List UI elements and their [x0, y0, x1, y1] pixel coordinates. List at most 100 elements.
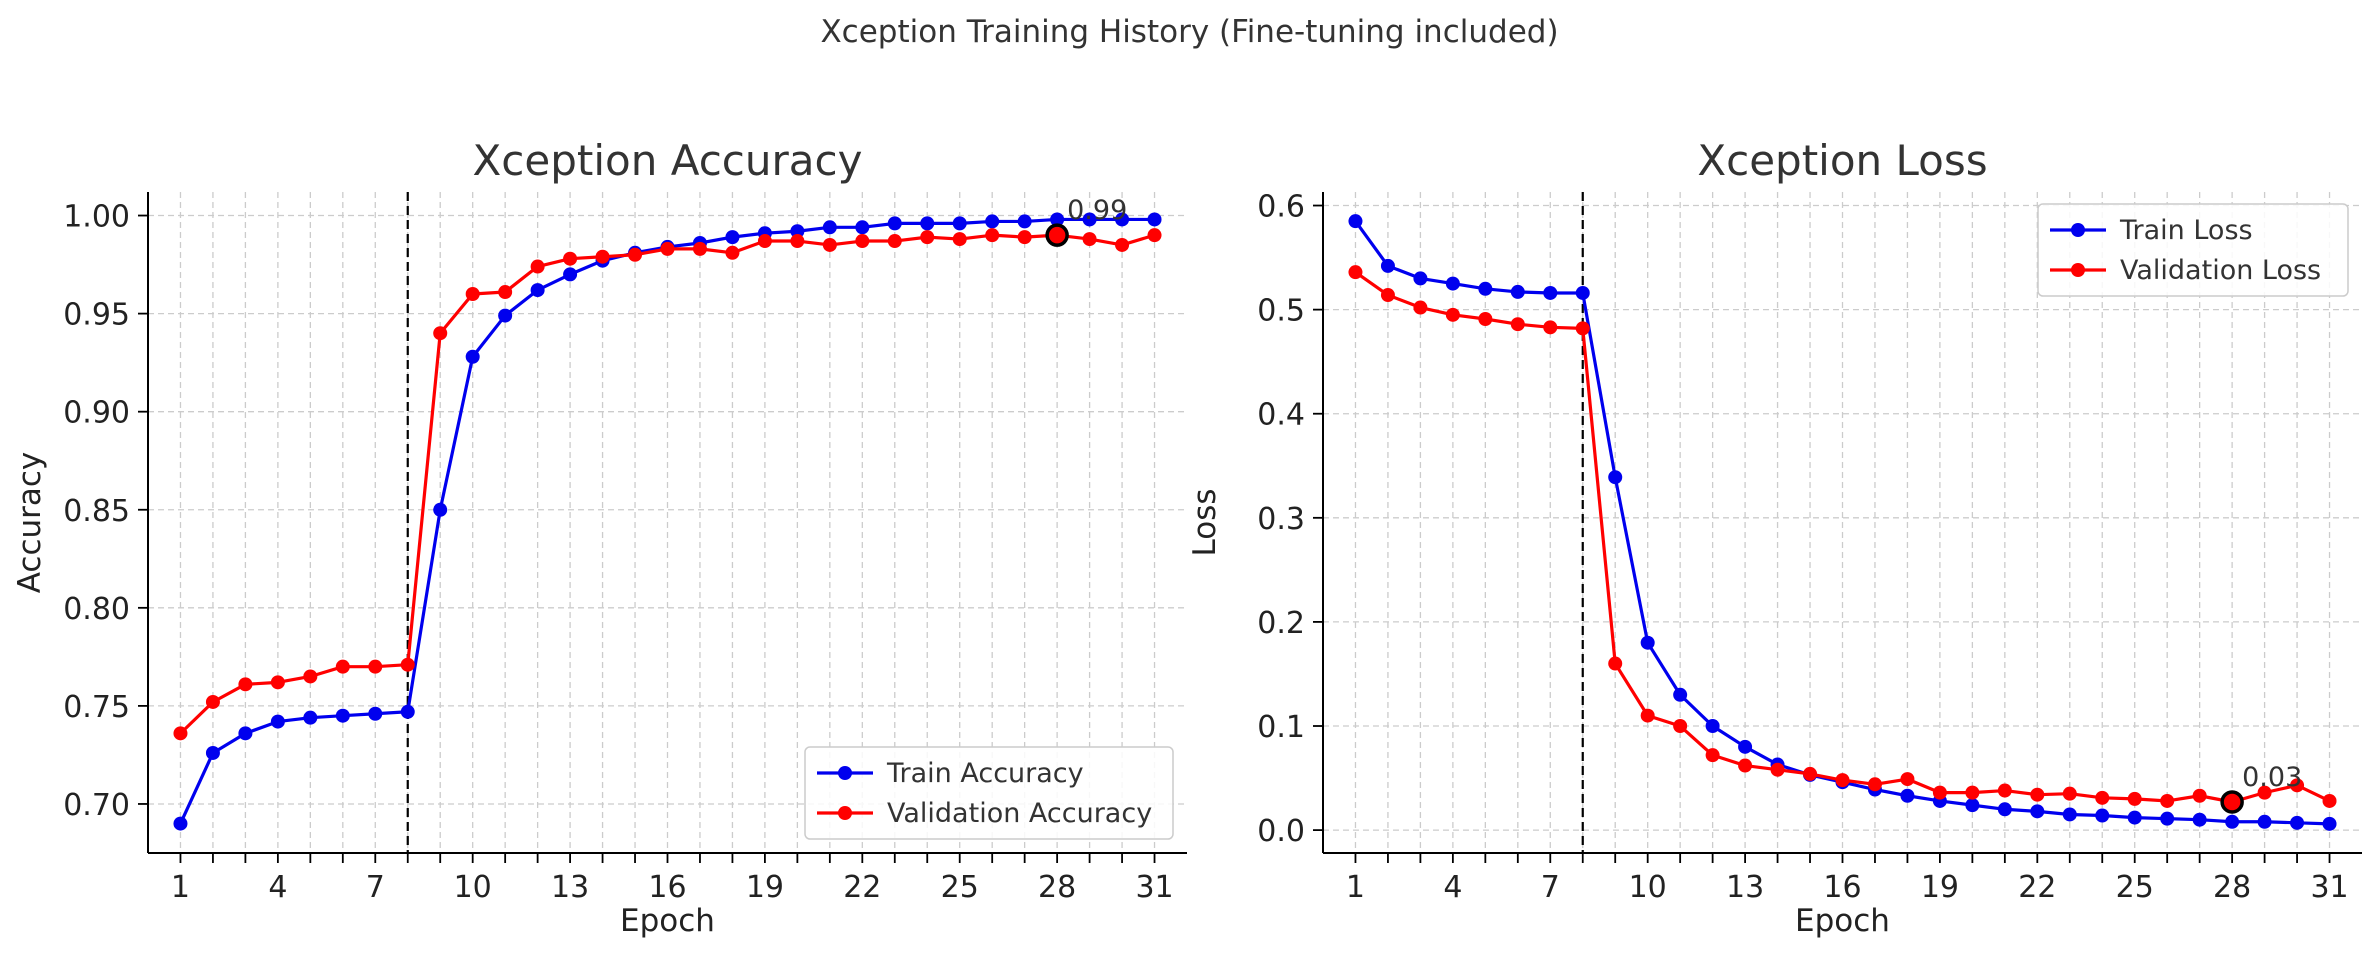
chart2-series-1-point — [1738, 739, 1753, 754]
chart2-series-2-point — [1932, 785, 1947, 800]
chart1-series-2-point — [822, 237, 837, 252]
chart1-series-2-point — [855, 234, 870, 249]
chart2-series-1-point — [1445, 276, 1460, 291]
chart2-y-tick-label: 0.2 — [1257, 606, 1305, 641]
chart1-series-2-point — [660, 241, 675, 256]
chart1-series-2-point — [498, 285, 513, 300]
chart2-series-1-point — [1380, 258, 1395, 273]
chart2-title: Xception Loss — [1697, 136, 1987, 185]
chart2-series-2-point — [1510, 317, 1525, 332]
chart1-series-1-point — [303, 710, 318, 725]
chart1-series-2-point — [563, 251, 578, 266]
chart1-legend: Train Accuracy Validation Accuracy — [804, 746, 1174, 840]
chart1-x-tick-label: 31 — [1135, 870, 1173, 905]
chart2-series-2-point — [1413, 300, 1428, 315]
chart2-x-tick-label: 13 — [1726, 870, 1764, 905]
chart2-highlight-label: 0.03 — [2242, 762, 2302, 793]
chart2-x-tick-label: 22 — [2018, 870, 2056, 905]
chart1-highlight-point — [1045, 223, 1069, 247]
chart2-series-1-point — [2127, 810, 2142, 825]
chart1-series-1-point — [335, 708, 350, 723]
chart1-series-1-point — [563, 267, 578, 282]
chart1-title: Xception Accuracy — [473, 136, 863, 185]
chart2-series-1-point — [1673, 687, 1688, 702]
chart2-series-2-point — [2257, 785, 2272, 800]
chart1-y-tick-label: 0.85 — [63, 494, 130, 529]
chart2-x-tick-label: 16 — [1823, 870, 1861, 905]
chart2-series-2-point — [2062, 786, 2077, 801]
chart1-x-tick-label: 16 — [648, 870, 686, 905]
chart2-x-tick-label: 10 — [1629, 870, 1667, 905]
chart1-series-2-point — [205, 694, 220, 709]
chart1-series-2-point — [1017, 230, 1032, 245]
chart2-series-1-point — [1640, 635, 1655, 650]
chart1-y-tick-label: 1.00 — [63, 200, 130, 235]
chart1-series-2-point — [1115, 237, 1130, 252]
chart1-series-1-point — [173, 816, 188, 831]
chart1-series-2-point — [303, 669, 318, 684]
chart1-series-1-point — [368, 706, 383, 721]
chart1-series-2-point — [725, 245, 740, 260]
chart2-series-2-point — [1997, 783, 2012, 798]
chart2-x-tick-label: 28 — [2213, 870, 2251, 905]
chart2-series-1-point — [1348, 214, 1363, 229]
chart2-series-1-point — [1997, 802, 2012, 817]
chart1-series-2-point — [238, 677, 253, 692]
chart1-series-2-point — [368, 659, 383, 674]
chart1-series-2-point — [952, 232, 967, 247]
chart1-y-tick-label: 0.75 — [63, 690, 130, 725]
chart1-y-tick-label: 0.95 — [63, 298, 130, 333]
chart2-series-1-point — [1965, 798, 1980, 813]
chart2-series-2-point — [2290, 778, 2305, 793]
chart2-x-tick-label: 25 — [2116, 870, 2154, 905]
chart2-series-2-point — [1380, 288, 1395, 303]
chart2-series-1-point — [2160, 811, 2175, 826]
chart2-series-2-point — [2192, 788, 2207, 803]
chart1-series-2-point — [757, 234, 772, 249]
chart1-x-tick-label: 13 — [551, 870, 589, 905]
chart1-series-1-point — [530, 283, 545, 298]
chart1-series-2-point — [465, 286, 480, 301]
chart2-series-1-point — [2257, 814, 2272, 829]
chart1-legend-swatch-point — [838, 806, 852, 820]
chart1-series-2-point — [628, 247, 643, 262]
chart2-series-2-point — [1445, 307, 1460, 322]
chart2-series-2-point — [1770, 762, 1785, 777]
chart2-legend-box — [2037, 203, 2349, 297]
chart1-panel: 1 4 7 10 13 16 19 22 25 28 31 0.70 0.75 0.80 0.85 0.90 0… — [12, 136, 1187, 939]
chart2-x-tick-label: 7 — [1541, 870, 1560, 905]
chart1-series-2-point — [887, 234, 902, 249]
chart2-panel: 1 4 7 10 13 16 19 22 25 28 31 0.0 0.1 0.2 0.3 0.4 0.5 0.6… — [1187, 136, 2362, 939]
chart1-series-2-point — [920, 230, 935, 245]
chart2-series-2-point — [1478, 311, 1493, 326]
chart2-series-1-point — [1543, 285, 1558, 300]
chart1-series-1-point — [205, 745, 220, 760]
chart2-y-tick-label: 0.4 — [1257, 398, 1305, 433]
chart1-series-1-point — [920, 216, 935, 231]
chart2-series-2-point — [1965, 785, 1980, 800]
chart2-legend-label: Validation Loss — [2120, 255, 2321, 286]
chart1-series-1-point — [855, 220, 870, 235]
chart1-series-1-point — [822, 220, 837, 235]
chart1-legend-label: Validation Accuracy — [887, 798, 1152, 829]
chart2-y-tick-label: 0.6 — [1257, 190, 1305, 225]
chart1-series-1-point — [238, 726, 253, 741]
chart2-highlight-point — [2220, 790, 2244, 814]
chart2-series-2-point — [2127, 791, 2142, 806]
chart1-x-tick-label: 10 — [454, 870, 492, 905]
chart2-series-2-point — [2160, 793, 2175, 808]
chart2-series-2-point — [1835, 773, 1850, 788]
chart1-x-tick-label: 4 — [268, 870, 287, 905]
chart2-series-1-point — [2192, 812, 2207, 827]
chart2-series-1-point — [1510, 284, 1525, 299]
chart1-x-tick-label: 28 — [1038, 870, 1076, 905]
chart2-series-2-point — [2030, 787, 2045, 802]
chart1-series-1-point — [433, 502, 448, 517]
chart1-series-1-point — [498, 308, 513, 323]
chart1-y-axis-label: Accuracy — [12, 452, 48, 594]
chart1-highlight-label: 0.99 — [1067, 195, 1127, 226]
chart1-series-2-point — [400, 657, 415, 672]
chart1-series-1-point — [1115, 212, 1130, 227]
chart2-series-1-point — [2030, 804, 2045, 819]
chart2-legend-swatch-point — [2071, 263, 2085, 277]
